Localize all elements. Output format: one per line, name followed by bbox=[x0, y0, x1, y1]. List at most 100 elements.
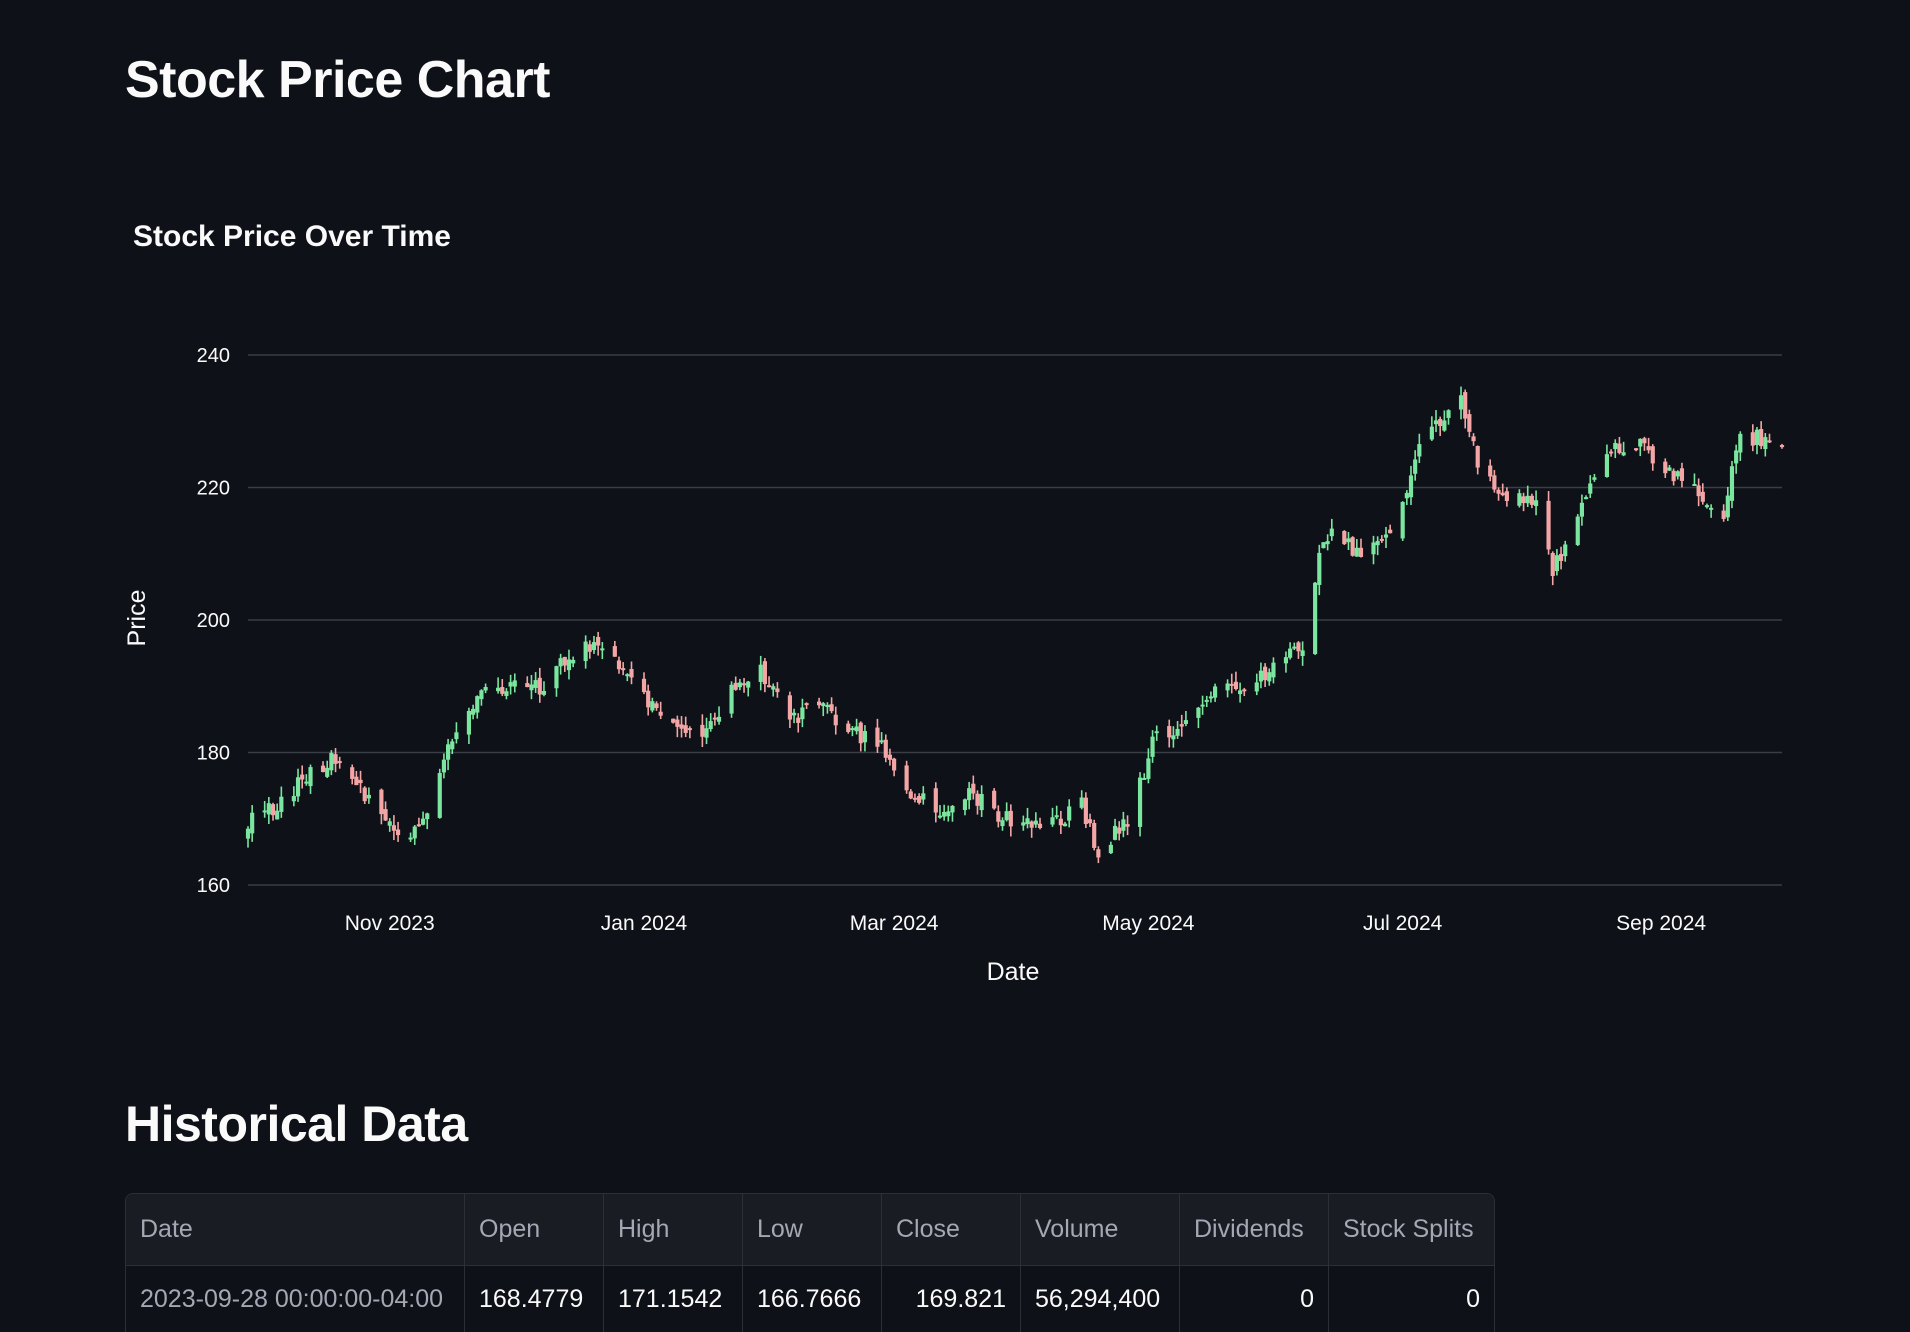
candle-body bbox=[884, 740, 888, 758]
column-header-open[interactable]: Open bbox=[465, 1194, 604, 1266]
candle-body bbox=[704, 728, 708, 737]
candle-body bbox=[363, 788, 367, 802]
candle-increasing bbox=[1330, 519, 1334, 541]
candle-body bbox=[975, 794, 979, 806]
candle-increasing bbox=[554, 666, 558, 697]
candle-decreasing bbox=[909, 789, 913, 799]
candle-body bbox=[1459, 395, 1463, 409]
candle-decreasing bbox=[804, 702, 808, 709]
candle-body bbox=[1663, 462, 1667, 474]
cell-dividends[interactable]: 0 bbox=[1180, 1266, 1329, 1332]
candle-increasing bbox=[471, 705, 475, 720]
candle-increasing bbox=[1292, 643, 1296, 650]
candle-increasing bbox=[529, 675, 533, 699]
candle-body bbox=[1259, 671, 1263, 682]
candle-decreasing bbox=[1634, 448, 1638, 451]
candle-decreasing bbox=[1680, 463, 1684, 488]
candle-body bbox=[383, 809, 387, 820]
candle-body bbox=[738, 682, 742, 687]
column-header-close[interactable]: Close bbox=[882, 1194, 1021, 1266]
candle-body bbox=[1492, 475, 1496, 489]
candle-decreasing bbox=[830, 697, 834, 713]
candle-body bbox=[1767, 440, 1771, 442]
cell-open[interactable]: 168.4779 bbox=[465, 1266, 604, 1332]
candle-body bbox=[1184, 720, 1188, 724]
candle-body bbox=[1705, 505, 1709, 507]
candle-increasing bbox=[567, 650, 571, 680]
candle-body bbox=[1080, 797, 1084, 807]
candle-body bbox=[1025, 818, 1029, 824]
candle-decreasing bbox=[671, 719, 675, 724]
candle-decreasing bbox=[525, 676, 529, 687]
candle-increasing bbox=[1150, 730, 1154, 763]
candle-body bbox=[417, 824, 421, 826]
candle-body bbox=[796, 718, 800, 723]
candle-body bbox=[613, 646, 617, 657]
table-header-row: Date Open High Low Close Volume Dividend… bbox=[126, 1194, 1494, 1266]
candle-body bbox=[350, 767, 354, 779]
column-header-dividends[interactable]: Dividends bbox=[1180, 1194, 1329, 1266]
historical-data-table[interactable]: Date Open High Low Close Volume Dividend… bbox=[125, 1193, 1495, 1332]
candle-body bbox=[934, 788, 938, 812]
candle-body bbox=[1763, 437, 1767, 449]
candle-body bbox=[1317, 553, 1321, 585]
candle-increasing bbox=[1584, 495, 1588, 499]
candle-increasing bbox=[388, 818, 392, 832]
candle-decreasing bbox=[1296, 641, 1300, 659]
candle-increasing bbox=[1267, 668, 1271, 685]
candle-decreasing bbox=[1167, 720, 1171, 748]
candle-decreasing bbox=[1546, 491, 1550, 555]
column-header-date[interactable]: Date bbox=[126, 1194, 465, 1266]
candle-body bbox=[1301, 650, 1305, 656]
cell-close[interactable]: 169.821 bbox=[882, 1266, 1021, 1332]
x-tick-label: Mar 2024 bbox=[850, 912, 939, 935]
candle-increasing bbox=[1405, 490, 1409, 505]
candle-body bbox=[859, 723, 863, 744]
cell-stock-splits[interactable]: 0 bbox=[1329, 1266, 1495, 1332]
candle-decreasing bbox=[934, 782, 938, 822]
candle-decreasing bbox=[396, 822, 400, 842]
cell-high[interactable]: 171.1542 bbox=[604, 1266, 743, 1332]
candle-body bbox=[1359, 548, 1363, 557]
candle-body bbox=[1021, 822, 1025, 825]
candle-decreasing bbox=[1722, 504, 1726, 521]
cell-volume[interactable]: 56,294,400 bbox=[1021, 1266, 1180, 1332]
candle-increasing bbox=[1113, 819, 1117, 840]
column-header-stock-splits[interactable]: Stock Splits bbox=[1329, 1194, 1495, 1266]
candle-body bbox=[1109, 845, 1113, 853]
candle-decreasing bbox=[859, 721, 863, 751]
cell-low[interactable]: 166.7666 bbox=[743, 1266, 882, 1332]
candle-increasing bbox=[1763, 433, 1767, 456]
column-header-high[interactable]: High bbox=[604, 1194, 743, 1266]
candle-increasing bbox=[1209, 692, 1213, 703]
column-header-low[interactable]: Low bbox=[743, 1194, 882, 1266]
column-header-volume[interactable]: Volume bbox=[1021, 1194, 1180, 1266]
candle-increasing bbox=[1622, 442, 1626, 456]
candle-decreasing bbox=[763, 658, 767, 692]
candle-increasing bbox=[1355, 539, 1359, 557]
candle-decreasing bbox=[679, 716, 683, 737]
candle-body bbox=[450, 741, 454, 749]
candle-body bbox=[917, 796, 921, 803]
candle-body bbox=[671, 719, 675, 723]
candle-decreasing bbox=[1501, 484, 1505, 497]
candle-body bbox=[1613, 443, 1617, 449]
candle-body bbox=[1709, 508, 1713, 510]
candle-decreasing bbox=[1125, 815, 1129, 835]
candle-decreasing bbox=[675, 716, 679, 738]
candle-increasing bbox=[717, 706, 721, 724]
candle-decreasing bbox=[796, 713, 800, 732]
candle-increasing bbox=[746, 681, 750, 696]
candle-increasing bbox=[650, 698, 654, 713]
candle-body bbox=[250, 813, 254, 834]
candle-decreasing bbox=[1551, 551, 1555, 585]
table-row[interactable]: 2023-09-28 00:00:00-04:00 168.4779 171.1… bbox=[126, 1266, 1494, 1332]
candle-body bbox=[1055, 815, 1059, 817]
candle-body bbox=[454, 732, 458, 739]
y-tick-label: 180 bbox=[197, 743, 230, 765]
candle-body bbox=[296, 777, 300, 796]
cell-date[interactable]: 2023-09-28 00:00:00-04:00 bbox=[126, 1266, 465, 1332]
candle-increasing bbox=[921, 786, 925, 805]
